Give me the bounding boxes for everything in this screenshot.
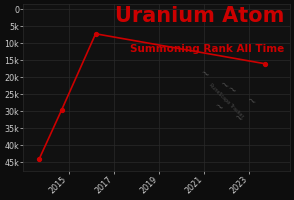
Text: ~  ~: ~ ~	[225, 83, 258, 109]
Text: Summoning Rank All Time: Summoning Rank All Time	[130, 44, 285, 54]
Text: ~  ~: ~ ~	[212, 99, 245, 126]
Text: RuneScape Tracker: RuneScape Tracker	[208, 83, 244, 119]
Text: Uranium Atom: Uranium Atom	[115, 6, 285, 26]
Text: ~  ~: ~ ~	[199, 66, 231, 92]
